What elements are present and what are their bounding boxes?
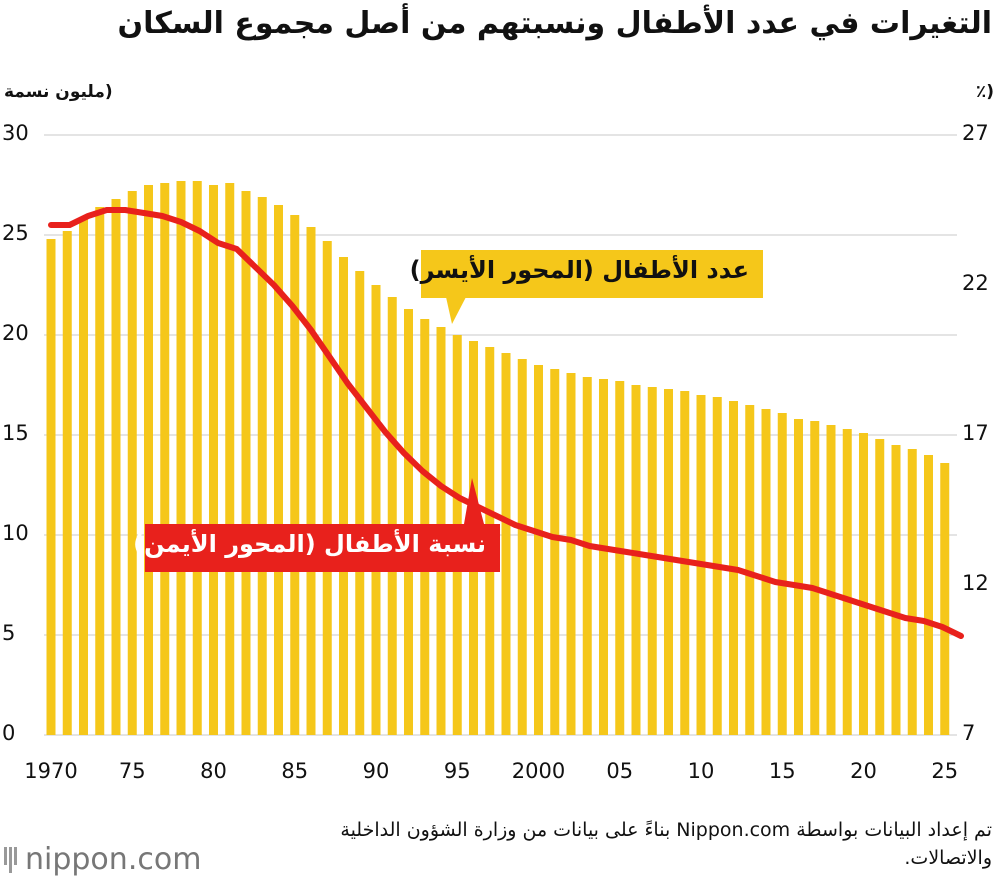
x-tick-label: 15 [768,759,796,783]
count-bar [891,445,901,735]
count-bar [777,413,787,735]
logo-dotcom: .com [127,842,202,877]
left-axis-unit: (مليون نسمة [4,82,113,102]
count-bar [501,353,511,735]
count-bar [257,197,267,735]
count-bar [95,207,105,735]
count-bar [550,369,560,735]
count-bar [631,385,641,735]
count-bar [46,239,56,735]
count-bar [127,191,137,735]
ratio-line [48,207,964,639]
count-bar [582,377,592,735]
right-tick-label: 17 [962,421,989,445]
x-tick-label: 2000 [511,759,566,783]
x-tick-label: 25 [931,759,959,783]
right-tick-label: 22 [962,271,989,295]
count-bar [225,183,235,735]
nippon-logo: nippon .com [4,842,201,877]
count-bar [517,359,527,735]
count-bar [842,429,852,735]
count-callout: عدد الأطفال (المحور الأيسر) [410,250,763,298]
left-tick-label: 25 [2,221,29,245]
count-bar [794,419,803,735]
count-bar [664,389,673,735]
x-tick-label: 80 [200,759,227,783]
x-tick-label: 10 [687,759,715,783]
right-tick-label: 7 [962,721,976,745]
count-bar [387,297,397,735]
count-bar [144,185,153,735]
left-tick-label: 30 [2,121,29,145]
count-bar [241,191,251,735]
logo-text: nippon [25,842,128,877]
count-bar [599,379,608,735]
count-bar [761,409,771,735]
x-tick-label: 95 [443,759,471,783]
right-tick-label: 27 [962,121,989,145]
count-bar [176,181,186,735]
count-bar [404,309,413,735]
count-bar [339,257,348,735]
count-bar [566,373,576,735]
count-bar [371,285,381,735]
count-bar [160,183,170,735]
count-bar [79,217,88,735]
ratio-callout-pointer [464,478,484,524]
right-axis-unit: (٪ [975,82,994,102]
count-bar [290,215,300,735]
source-note: تم إعداد البيانات بواسطة Nippon.com بناء… [340,819,992,869]
chart-title: التغيرات في عدد الأطفال ونسبتهم من أصل م… [117,6,992,41]
count-bar [192,181,202,735]
ratio-callout: نسبة الأطفال (المحور الأيمن) [133,524,500,572]
count-bar [810,421,820,735]
count-bar [615,381,625,735]
count-bar [62,231,72,735]
left-tick-label: 5 [2,621,16,645]
x-tick-label: 05 [606,759,634,783]
count-bar [859,433,868,735]
count-bar [322,241,332,735]
x-tick-label: 85 [281,759,309,783]
count-callout-pointer [446,297,466,324]
count-bar [306,227,316,735]
count-bar [209,185,218,735]
left-tick-label: 0 [2,721,16,745]
count-bar [647,387,657,735]
left-tick-label: 15 [2,421,29,445]
count-bar [940,463,950,735]
left-tick-label: 20 [2,321,29,345]
x-tick-label: 90 [362,759,390,783]
count-bar [875,439,885,735]
count-bar [826,425,836,735]
logo-mark-icon [4,846,17,873]
count-bar [111,199,121,735]
x-tick-label: 75 [118,759,146,783]
count-bar [907,449,917,735]
left-tick-label: 10 [2,521,29,545]
count-bar [745,405,755,735]
count-bar [274,205,283,735]
x-tick-label: 1970 [24,759,78,783]
count-bar [924,455,933,735]
right-tick-label: 12 [962,571,989,595]
count-bar [534,365,543,735]
x-tick-label: 20 [850,759,877,783]
count-bar [355,271,365,735]
